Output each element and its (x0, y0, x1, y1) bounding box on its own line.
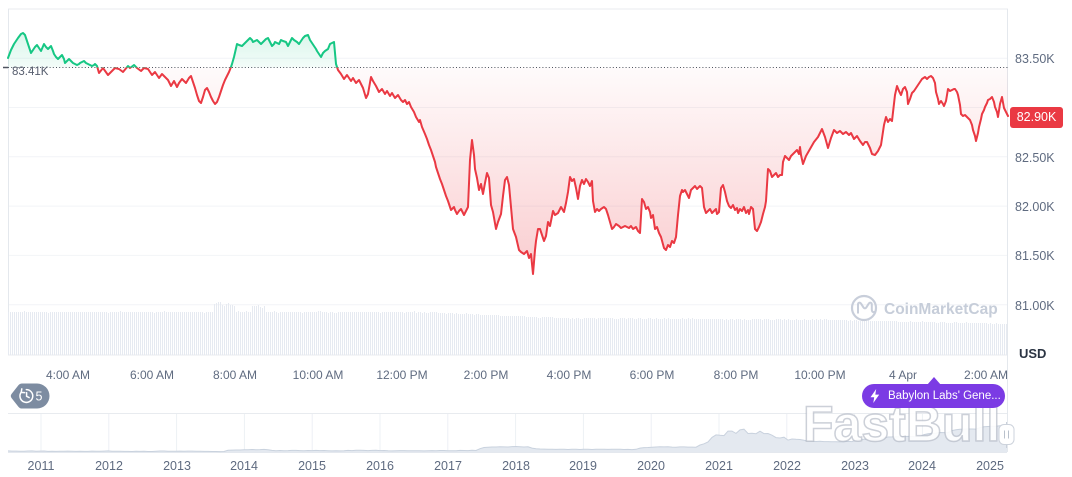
svg-text:5: 5 (36, 390, 43, 404)
svg-text:CoinMarketCap: CoinMarketCap (884, 301, 998, 318)
